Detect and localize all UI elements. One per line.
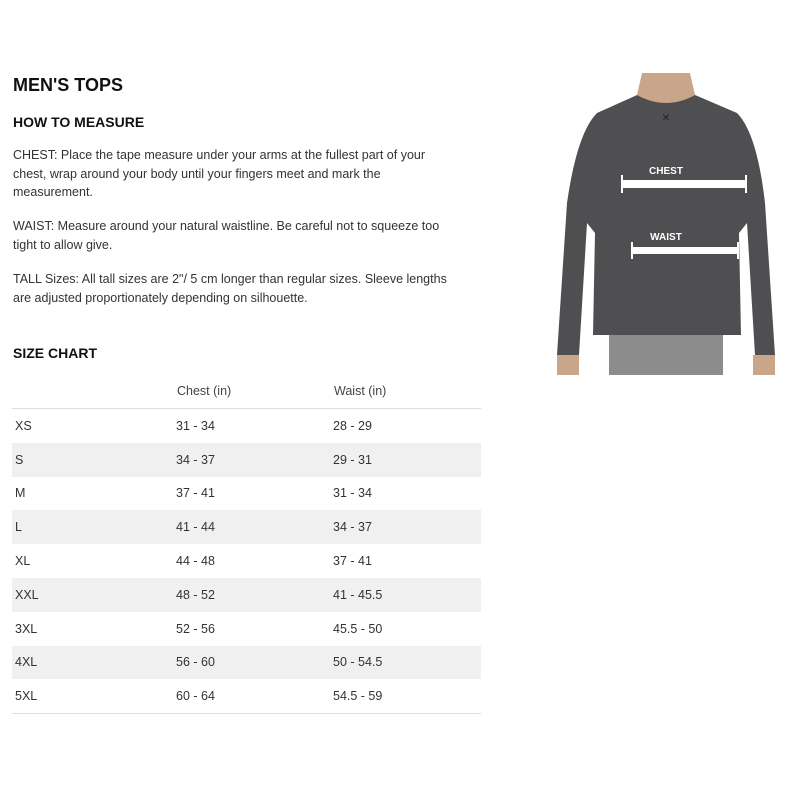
chest-cell: 31 - 34: [176, 418, 215, 433]
size-chart-table: Chest (in) Waist (in) XS 31 - 34 28 - 29 S 3…: [12, 373, 481, 715]
model-measurement-photo: ✕ CHEST WAIST: [557, 73, 775, 375]
table-row: 4XL 56 - 60 50 - 54.5: [12, 645, 481, 680]
chest-cell: 37 - 41: [176, 486, 215, 501]
waist-cell: 41 - 45.5: [333, 577, 481, 612]
size-cell: M: [15, 486, 26, 501]
waist-cell: 45.5 - 50: [333, 621, 383, 636]
size-cell: 5XL: [12, 679, 176, 715]
table-row: XXL 48 - 52 41 - 45.5: [12, 577, 481, 612]
size-cell: XXL: [12, 577, 176, 612]
tall-sizes-note: TALL Sizes: All tall sizes are 2"/ 5 cm …: [13, 272, 447, 305]
neck: [637, 73, 695, 104]
chest-cell: 41 - 44: [176, 510, 333, 545]
size-cell: XL: [15, 554, 31, 569]
waist-cell: 34 - 37: [333, 510, 481, 545]
column-header-waist: Waist (in): [333, 373, 481, 409]
table-row: XL 44 - 48 37 - 41: [12, 544, 481, 578]
table-header-row: Chest (in) Waist (in): [12, 373, 481, 409]
waist-cell: 37 - 41: [333, 554, 372, 569]
waist-cell: 28 - 29: [333, 418, 372, 433]
size-cell: 3XL: [15, 621, 38, 636]
waist-cell: 29 - 31: [333, 442, 481, 477]
table-row: 3XL 52 - 56 45.5 - 50: [12, 612, 481, 646]
waist-cell: 54.5 - 59: [333, 679, 481, 715]
size-cell: XS: [15, 418, 32, 433]
chest-cell: 60 - 64: [176, 679, 333, 715]
waist-label: WAIST: [650, 232, 682, 243]
column-header-chest: Chest (in): [176, 373, 333, 409]
chest-cell: 34 - 37: [176, 442, 333, 477]
page-title: MEN'S TOPS: [13, 75, 123, 95]
table-row: L 41 - 44 34 - 37: [12, 510, 481, 545]
waist-measure-bar: [631, 247, 739, 254]
shirt: [557, 95, 775, 355]
size-chart-heading: SIZE CHART: [13, 345, 97, 361]
chest-cell: 52 - 56: [176, 621, 215, 636]
chest-label: CHEST: [649, 166, 683, 177]
how-to-measure-heading: HOW TO MEASURE: [13, 114, 145, 130]
table-row: S 34 - 37 29 - 31: [12, 442, 481, 477]
table-row: M 37 - 41 31 - 34: [12, 477, 481, 511]
chest-measure-bar: [621, 180, 747, 188]
size-cell: L: [12, 510, 176, 545]
size-cell: 4XL: [12, 645, 176, 680]
svg-text:✕: ✕: [662, 113, 670, 124]
table-row: XS 31 - 34 28 - 29: [12, 409, 481, 443]
table-row: 5XL 60 - 64 54.5 - 59: [12, 679, 481, 715]
column-header-size: [12, 373, 176, 409]
waist-cell: 31 - 34: [333, 486, 372, 501]
shorts: [609, 335, 723, 375]
chest-cell: 56 - 60: [176, 645, 333, 680]
waist-instructions: WAIST: Measure around your natural waist…: [13, 219, 440, 252]
chest-cell: 44 - 48: [176, 554, 215, 569]
chest-instructions: CHEST: Place the tape measure under your…: [13, 148, 426, 200]
size-cell: S: [12, 442, 176, 477]
chest-cell: 48 - 52: [176, 577, 333, 612]
waist-cell: 50 - 54.5: [333, 645, 481, 680]
